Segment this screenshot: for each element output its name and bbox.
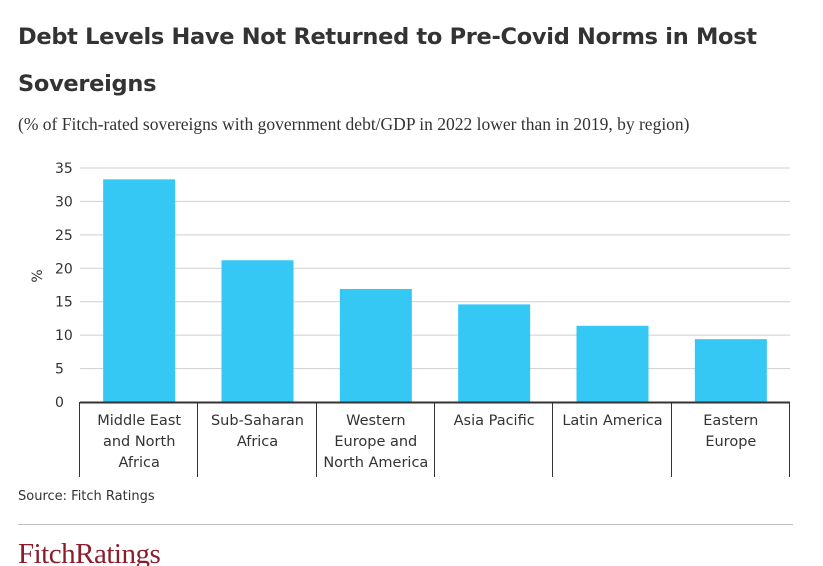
bar (694, 339, 767, 402)
y-axis-label: % (30, 269, 46, 282)
bar (576, 325, 649, 402)
y-tick-label: 30 (55, 194, 73, 210)
x-tick-label: Middle East and North Africa (97, 413, 181, 471)
chart-subtitle: (% of Fitch-rated sovereigns with govern… (18, 114, 690, 134)
bar-chart: 0 5 10 15 20 25 30 35 Middle East and North Afric… (30, 161, 790, 477)
x-tick-label-line: Sub-Saharan (211, 413, 304, 429)
x-tick-label-line: Asia Pacific (454, 413, 535, 429)
x-tick-label-line: Africa (118, 455, 159, 471)
x-tick-label: Latin America (562, 413, 662, 429)
x-tick-label: Eastern Europe (703, 413, 758, 450)
x-tick-label-line: Eastern (703, 413, 758, 429)
x-tick-label: Asia Pacific (454, 413, 535, 429)
bar (339, 289, 412, 402)
x-tick-label-line: Middle East (97, 413, 181, 429)
x-tick-label-line: Latin America (562, 413, 662, 429)
x-tick-label-line: North America (323, 455, 428, 471)
y-tick-label: 35 (55, 161, 73, 177)
y-tick-label: 0 (55, 395, 64, 411)
x-tick-label-line: Western (346, 413, 405, 429)
y-tick-label: 20 (55, 261, 73, 277)
x-tick-label: Sub-Saharan Africa (211, 413, 304, 450)
y-tick-label: 25 (55, 228, 73, 244)
y-tick-label: 15 (55, 295, 73, 311)
x-tick-label-line: and North (103, 434, 175, 450)
bar (458, 304, 531, 402)
chart-title: Debt Levels Have Not Returned to Pre-Cov… (18, 24, 757, 97)
x-tick-label-line: Europe (705, 434, 756, 450)
footer-divider (18, 524, 793, 525)
y-tick-label: 10 (55, 328, 73, 344)
x-tick-label-line: Africa (237, 434, 278, 450)
bar (103, 179, 176, 402)
x-tick-label: Western Europe and North America (323, 413, 428, 471)
fitch-ratings-logo: FitchRatings (18, 538, 161, 566)
source-note: Source: Fitch Ratings (18, 489, 155, 504)
x-tick-label-line: Europe and (334, 434, 417, 450)
y-tick-label: 5 (55, 362, 64, 378)
bar (221, 260, 294, 402)
